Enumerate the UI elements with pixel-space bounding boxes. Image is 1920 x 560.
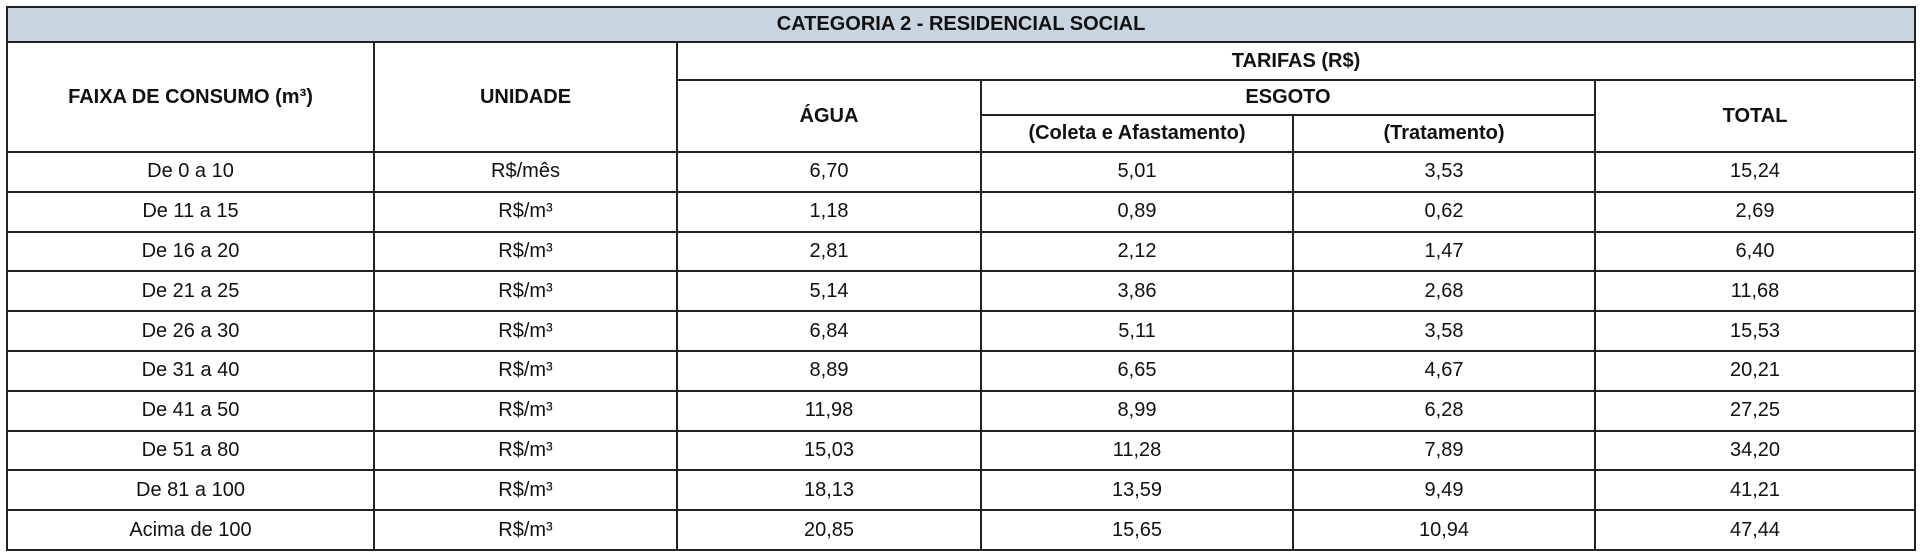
table-body: De 0 a 10 R$/mês 6,70 5,01 3,53 15,24 De 11 a … — [6, 151, 1917, 551]
table-row: De 21 a 25 R$/m³ 5,14 3,86 2,68 11,68 — [6, 270, 1917, 313]
table-cell: 15,65 — [980, 509, 1294, 551]
table-cell: 5,11 — [980, 310, 1294, 352]
table-cell: 2,81 — [676, 230, 982, 273]
table-cell: 6,28 — [1292, 389, 1596, 432]
table-row: De 0 a 10 R$/mês 6,70 5,01 3,53 15,24 — [6, 151, 1917, 193]
table-cell: 2,68 — [1292, 270, 1596, 313]
table-cell: 1,18 — [676, 190, 982, 233]
table-cell: De 81 a 100 — [6, 469, 375, 512]
table-cell: 9,49 — [1292, 469, 1596, 512]
table-cell: De 21 a 25 — [6, 270, 375, 313]
table-cell: Acima de 100 — [6, 509, 375, 551]
table-title: CATEGORIA 2 - RESIDENCIAL SOCIAL — [5, 6, 1917, 43]
table-cell: 5,14 — [676, 270, 982, 313]
table-cell: R$/m³ — [373, 389, 678, 432]
table-cell: De 51 a 80 — [6, 429, 375, 472]
table-cell: 6,70 — [676, 151, 982, 193]
header-cell: TOTAL — [1593, 79, 1917, 153]
table-row: De 81 a 100 R$/m³ 18,13 13,59 9,49 41,21 — [6, 469, 1917, 512]
table-cell: R$/m³ — [373, 469, 678, 512]
table-cell: 15,53 — [1593, 310, 1917, 352]
table-cell: 11,68 — [1593, 270, 1917, 313]
table-cell: De 16 a 20 — [6, 230, 375, 273]
table-cell: 20,85 — [676, 509, 982, 551]
header-cell: ESGOTO — [980, 79, 1596, 116]
table-cell: 6,40 — [1593, 230, 1917, 273]
table-cell: 13,59 — [980, 469, 1294, 512]
table-cell: 6,65 — [980, 349, 1294, 392]
table-cell: R$/m³ — [373, 230, 678, 273]
table-cell: 3,53 — [1292, 151, 1596, 193]
table-cell: 18,13 — [676, 469, 982, 512]
header-cell: UNIDADE — [373, 41, 678, 153]
table-cell: 34,20 — [1593, 429, 1917, 472]
table-cell: 0,89 — [980, 190, 1294, 233]
table-cell: R$/m³ — [373, 270, 678, 313]
table-cell: 15,24 — [1593, 151, 1917, 193]
table-cell: R$/m³ — [373, 310, 678, 352]
table-row: De 11 a 15 R$/m³ 1,18 0,89 0,62 2,69 — [6, 190, 1917, 233]
table-cell: R$/m³ — [373, 429, 678, 472]
table-cell: R$/m³ — [373, 349, 678, 392]
table-cell: De 31 a 40 — [6, 349, 375, 392]
table-row: De 41 a 50 R$/m³ 11,98 8,99 6,28 27,25 — [6, 389, 1917, 432]
header-cell: ÁGUA — [676, 79, 982, 153]
table-row: De 31 a 40 R$/m³ 8,89 6,65 4,67 20,21 — [6, 349, 1917, 392]
table-cell: 5,01 — [980, 151, 1294, 193]
table-cell: 7,89 — [1292, 429, 1596, 472]
table-row: De 51 a 80 R$/m³ 15,03 11,28 7,89 34,20 — [6, 429, 1917, 472]
table-cell: R$/mês — [373, 151, 678, 193]
table-cell: De 26 a 30 — [6, 310, 375, 352]
table-cell: 2,69 — [1593, 190, 1917, 233]
table-head: CATEGORIA 2 - RESIDENCIAL SOCIAL FAIXA D… — [5, 6, 1917, 153]
tariff-table: CATEGORIA 2 - RESIDENCIAL SOCIAL FAIXA D… — [5, 6, 1917, 551]
table-cell: 15,03 — [676, 429, 982, 472]
table-cell: De 0 a 10 — [6, 151, 375, 193]
header-cell: TARIFAS (R$) — [675, 41, 1917, 81]
table-cell: 6,84 — [676, 310, 982, 352]
table-row: De 26 a 30 R$/m³ 6,84 5,11 3,58 15,53 — [6, 310, 1917, 352]
table-cell: 3,58 — [1292, 310, 1596, 352]
table-cell: 47,44 — [1593, 509, 1917, 551]
table-row: De 16 a 20 R$/m³ 2,81 2,12 1,47 6,40 — [6, 230, 1917, 273]
table-cell: 3,86 — [980, 270, 1294, 313]
header-cell: (Tratamento) — [1292, 114, 1596, 153]
table-cell: 0,62 — [1292, 190, 1596, 233]
table-cell: 8,99 — [980, 389, 1294, 432]
table-cell: 20,21 — [1593, 349, 1917, 392]
table-cell: 10,94 — [1292, 509, 1596, 551]
table-row: Acima de 100 R$/m³ 20,85 15,65 10,94 47,44 — [6, 509, 1917, 551]
table-cell: 1,47 — [1292, 230, 1596, 273]
table-cell: 4,67 — [1292, 349, 1596, 392]
table-cell: De 41 a 50 — [6, 389, 375, 432]
table-cell: R$/m³ — [373, 509, 678, 551]
table-cell: 8,89 — [676, 349, 982, 392]
table-cell: 41,21 — [1593, 469, 1917, 512]
table-cell: 11,28 — [980, 429, 1294, 472]
table-cell: De 11 a 15 — [6, 190, 375, 233]
header-cell: FAIXA DE CONSUMO (m³) — [6, 41, 375, 153]
header-cell: (Coleta e Afastamento) — [980, 114, 1294, 153]
table-cell: 2,12 — [980, 230, 1294, 273]
table-cell: 27,25 — [1593, 389, 1917, 432]
table-cell: 11,98 — [676, 389, 982, 432]
table-cell: R$/m³ — [373, 190, 678, 233]
